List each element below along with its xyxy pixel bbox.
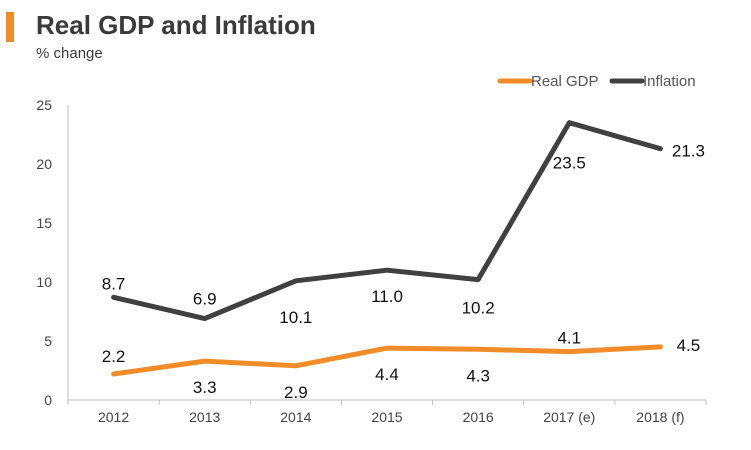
y-tick-label: 20: [36, 156, 52, 172]
data-label: 23.5: [553, 154, 586, 173]
x-tick-label: 2014: [280, 409, 311, 425]
y-tick-label: 25: [36, 97, 52, 113]
series-line-inflation: [111, 120, 663, 322]
x-tick-label: 2017 (e): [543, 409, 595, 425]
data-label: 10.1: [279, 308, 312, 327]
data-label: 4.4: [375, 365, 399, 384]
x-tick-label: 2013: [189, 409, 220, 425]
legend-label: Inflation: [643, 73, 696, 90]
chart-subtitle: % change: [36, 45, 103, 62]
data-label: 2.9: [284, 383, 308, 402]
y-tick-label: 5: [44, 333, 52, 349]
data-label: 4.5: [677, 336, 701, 355]
chart-title: Real GDP and Inflation: [36, 10, 316, 40]
y-tick-label: 10: [36, 274, 52, 290]
data-label: 4.3: [466, 366, 490, 385]
data-label: 10.2: [462, 299, 495, 318]
x-tick-label: 2018 (f): [636, 409, 684, 425]
data-label: 4.1: [557, 329, 581, 348]
data-label: 3.3: [193, 378, 217, 397]
x-tick-label: 2015: [371, 409, 402, 425]
data-label: 21.3: [672, 142, 705, 161]
x-tick-label: 2016: [463, 409, 494, 425]
data-label: 8.7: [102, 274, 126, 293]
title-accent-bar: [6, 12, 14, 42]
x-tick-label: 2012: [98, 409, 129, 425]
y-tick-label: 0: [44, 392, 52, 408]
data-label: 6.9: [193, 290, 217, 309]
data-label: 2.2: [102, 347, 126, 366]
legend-label: Real GDP: [531, 73, 599, 90]
y-tick-label: 15: [36, 215, 52, 231]
series-line-real-gdp: [111, 344, 663, 377]
data-label: 11.0: [371, 287, 403, 306]
